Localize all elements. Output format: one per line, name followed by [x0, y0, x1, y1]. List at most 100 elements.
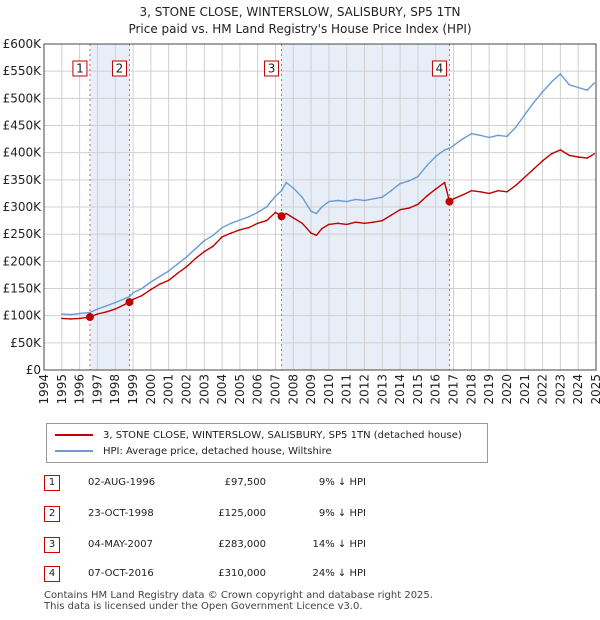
- y-tick-label: £350K: [3, 173, 43, 187]
- data-point-property: [315, 234, 318, 237]
- x-tick-label: 2005: [233, 374, 247, 405]
- row-hpi-diff: 9% ↓ HPI: [318, 508, 366, 519]
- data-point-hpi: [443, 149, 446, 151]
- x-tick-label: 2017: [447, 374, 461, 405]
- x-tick-label: 2004: [215, 374, 229, 405]
- data-point-property: [532, 168, 535, 170]
- data-point-property: [541, 160, 544, 162]
- data-point-hpi: [315, 212, 318, 215]
- data-point-hpi: [345, 200, 348, 203]
- y-tick-label: £150K: [3, 282, 43, 296]
- data-point-property: [337, 222, 339, 225]
- footer: Contains HM Land Registry data © Crown c…: [44, 590, 433, 612]
- row-hpi-diff: 14% ↓ HPI: [312, 539, 366, 550]
- x-tick-label: 2016: [429, 374, 443, 405]
- data-point-hpi: [96, 308, 99, 310]
- data-point-property: [247, 226, 250, 229]
- data-point-hpi: [89, 311, 91, 314]
- data-point-hpi: [532, 101, 535, 104]
- table-row: 2 23-OCT-1998 £125,000 9% ↓ HPI: [44, 506, 464, 524]
- y-tick-label: £400K: [3, 146, 43, 160]
- data-point-property: [265, 219, 268, 222]
- data-point-property: [354, 221, 357, 224]
- marker-label-2: 2: [116, 62, 124, 76]
- row-date: 04-MAY-2007: [88, 539, 154, 550]
- data-point-property: [417, 203, 419, 206]
- x-tick-label: 2001: [162, 374, 176, 405]
- data-point-hpi: [78, 312, 81, 315]
- data-point-property: [78, 317, 81, 320]
- data-point-property: [221, 236, 223, 238]
- x-tick-label: 2010: [322, 374, 336, 405]
- chart-title: 3, STONE CLOSE, WINTERSLOW, SALISBURY, S…: [0, 4, 600, 38]
- data-point-hpi: [61, 313, 63, 315]
- data-point-hpi: [69, 313, 72, 316]
- data-point-property: [212, 245, 214, 247]
- data-point-property: [577, 156, 579, 158]
- row-date: 07-OCT-2016: [88, 568, 154, 579]
- data-point-property: [399, 208, 401, 211]
- row-number-badge: 4: [44, 566, 60, 582]
- data-point-hpi: [417, 175, 419, 178]
- data-point-hpi: [203, 239, 206, 242]
- data-point-property: [593, 152, 596, 155]
- data-point-hpi: [185, 256, 188, 258]
- legend-label-property: 3, STONE CLOSE, WINTERSLOW, SALISBURY, S…: [103, 429, 462, 441]
- data-point-property: [372, 221, 375, 224]
- y-tick-label: £250K: [3, 227, 43, 241]
- data-point-hpi: [337, 199, 339, 202]
- x-tick-label: 2022: [536, 374, 550, 405]
- data-point-hpi: [212, 234, 214, 237]
- x-tick-label: 2000: [144, 374, 158, 405]
- data-point-hpi: [550, 81, 553, 83]
- data-point-property: [470, 189, 473, 192]
- row-hpi-diff: 9% ↓ HPI: [318, 477, 366, 488]
- data-point-property: [328, 223, 330, 226]
- data-point-hpi: [381, 196, 384, 199]
- data-point-property: [320, 227, 323, 230]
- x-tick-label: 2014: [393, 374, 407, 405]
- row-price: £97,500: [224, 477, 266, 488]
- data-point-hpi: [292, 187, 295, 189]
- data-point-property: [256, 222, 259, 225]
- data-point-hpi: [354, 198, 357, 201]
- x-tick-label: 2020: [500, 374, 514, 405]
- data-point-property: [452, 198, 455, 200]
- data-point-property: [363, 222, 366, 225]
- row-number-badge: 1: [44, 475, 60, 491]
- x-tick-label: 2021: [518, 374, 532, 405]
- data-point-hpi: [448, 147, 451, 150]
- data-point-property: [158, 283, 161, 285]
- data-point-hpi: [256, 211, 259, 214]
- data-point-hpi: [247, 215, 250, 218]
- x-tick-label: 1994: [37, 374, 51, 405]
- data-point-property: [586, 157, 588, 159]
- y-tick-label: £300K: [3, 200, 43, 214]
- x-tick-label: 2025: [589, 374, 600, 405]
- footer-copyright: Contains HM Land Registry data © Crown c…: [44, 590, 433, 601]
- data-point-hpi: [328, 200, 330, 203]
- table-row: 1 02-AUG-1996 £97,500 9% ↓ HPI: [44, 475, 464, 493]
- x-tick-label: 1999: [126, 374, 140, 405]
- y-tick-label: £50K: [10, 336, 42, 350]
- data-point-property: [61, 317, 63, 320]
- data-point-property: [559, 149, 562, 151]
- x-tick-label: 1997: [90, 374, 104, 405]
- row-number-badge: 2: [44, 506, 60, 522]
- x-tick-label: 1998: [108, 374, 122, 405]
- data-point-property: [479, 190, 482, 193]
- x-tick-label: 2008: [286, 374, 300, 405]
- footer-licence: This data is licensed under the Open Gov…: [44, 601, 363, 612]
- legend-swatch-red: [55, 434, 93, 436]
- data-point-property: [69, 318, 72, 320]
- sale-point-3: [277, 212, 286, 221]
- data-point-hpi: [593, 82, 596, 84]
- data-point-hpi: [506, 135, 508, 138]
- sale-point-1: [85, 313, 94, 322]
- sale-point-2: [125, 298, 134, 307]
- title-line-2: Price paid vs. HM Land Registry's House …: [128, 22, 472, 36]
- data-point-hpi: [194, 248, 197, 250]
- x-tick-label: 2009: [304, 374, 318, 405]
- plot-frame: [43, 43, 597, 371]
- data-point-property: [105, 311, 108, 313]
